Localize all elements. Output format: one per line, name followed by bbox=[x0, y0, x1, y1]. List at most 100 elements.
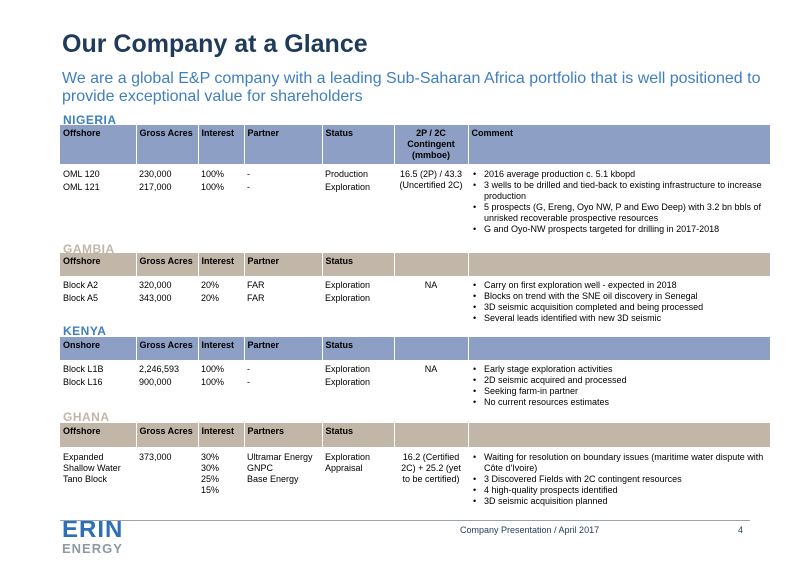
block-cell: Expanded Shallow Water Tano Block bbox=[60, 447, 136, 508]
interest-lines: 30% 30% 25% 15% bbox=[201, 452, 241, 496]
list-item: Blocks on trend with the SNE oil discove… bbox=[471, 291, 767, 302]
acres-cell: 900,000 bbox=[139, 377, 172, 387]
comment-list: Early stage exploration activities 2D se… bbox=[471, 364, 767, 408]
header-cell: Partner bbox=[244, 253, 323, 276]
partner-cell: FAR bbox=[247, 280, 265, 290]
interest-cell: 100% bbox=[201, 169, 225, 179]
interest-cell: 100% bbox=[201, 377, 225, 387]
table-row: Block A2 320,000 20% FAR Exploration NA … bbox=[60, 276, 770, 324]
interest-line: 30% bbox=[201, 452, 220, 462]
table-row: OML 121 217,000 100% - Exploration bbox=[60, 181, 770, 261]
list-item: Early stage exploration activities bbox=[471, 364, 767, 375]
status-cell: Exploration bbox=[325, 182, 371, 192]
header-cell: Offshore bbox=[60, 253, 137, 276]
status-lines: Exploration Appraisal bbox=[325, 452, 391, 474]
comment-list: Carry on first exploration well - expect… bbox=[471, 280, 767, 324]
block-cell: Block A2 bbox=[63, 280, 99, 290]
section-label-kenya: KENYA bbox=[63, 324, 107, 338]
acres-cell: 343,000 bbox=[139, 293, 172, 303]
logo-wordmark-bottom: ENERGY bbox=[62, 541, 123, 556]
partner-cell: FAR bbox=[247, 293, 265, 303]
header-cell: 2P / 2C Contingent (mmboe) bbox=[394, 125, 469, 164]
table-header-row: Offshore Gross Acres Interest Partners S… bbox=[60, 423, 770, 447]
table-row: Block L16 900,000 100% - Exploration bbox=[60, 376, 770, 412]
header-cell: Status bbox=[322, 337, 395, 360]
comment-cell: 2016 average production c. 5.1 kbopd 3 w… bbox=[468, 164, 770, 261]
table-row: Expanded Shallow Water Tano Block 373,00… bbox=[60, 447, 770, 508]
block-cell: Block L1B bbox=[63, 364, 104, 374]
section-label-nigeria: NIGERIA bbox=[63, 113, 117, 127]
partner-cell: Ultramar Energy GNPC Base Energy bbox=[244, 447, 322, 508]
header-cell: Offshore bbox=[60, 423, 137, 447]
gambia-table: Offshore Gross Acres Interest Partner St… bbox=[60, 253, 770, 328]
status-cell: Production bbox=[325, 169, 369, 179]
block-name-lines: Expanded Shallow Water Tano Block bbox=[63, 452, 133, 485]
list-item: 3D seismic acquisition completed and bei… bbox=[471, 302, 767, 313]
partner-line: GNPC bbox=[247, 463, 274, 473]
header-cell: Interest bbox=[198, 337, 245, 360]
slide-subtitle: We are a global E&P company with a leadi… bbox=[62, 70, 761, 105]
header-cell: Gross Acres bbox=[136, 337, 199, 360]
list-item: Seeking farm-in partner bbox=[471, 386, 767, 397]
header-cell: Status bbox=[322, 253, 395, 276]
partner-cell: - bbox=[247, 377, 250, 387]
comment-list: 2016 average production c. 5.1 kbopd 3 w… bbox=[471, 169, 767, 235]
header-cell: Gross Acres bbox=[136, 423, 199, 447]
block-name-line: Tano Block bbox=[63, 474, 108, 484]
header-cell bbox=[468, 253, 770, 276]
partner-cell: - bbox=[247, 182, 250, 192]
header-cell bbox=[394, 337, 469, 360]
header-cell: Status bbox=[322, 423, 395, 447]
interest-cell: 100% bbox=[201, 182, 225, 192]
status-line: Exploration bbox=[325, 452, 371, 462]
header-cell: Comment bbox=[468, 125, 770, 164]
kenya-table: Onshore Gross Acres Interest Partner Sta… bbox=[60, 337, 770, 412]
block-cell: Block L16 bbox=[63, 377, 103, 387]
ghana-table: Offshore Gross Acres Interest Partners S… bbox=[60, 423, 770, 508]
acres-cell: 230,000 bbox=[139, 169, 172, 179]
status-cell: Exploration bbox=[325, 377, 371, 387]
header-cell: Interest bbox=[198, 253, 245, 276]
table-header-row: Offshore Gross Acres Interest Partner St… bbox=[60, 253, 770, 276]
section-label-gambia: GAMBIA bbox=[63, 242, 115, 256]
block-cell: OML 121 bbox=[63, 182, 100, 192]
list-item: Carry on first exploration well - expect… bbox=[471, 280, 767, 291]
block-cell: Block A5 bbox=[63, 293, 99, 303]
header-cell: Gross Acres bbox=[136, 125, 199, 164]
list-item: 3 Discovered Fields with 2C contingent r… bbox=[471, 474, 767, 485]
status-line: Appraisal bbox=[325, 463, 363, 473]
header-cell: Partner bbox=[244, 337, 323, 360]
interest-line: 25% bbox=[201, 474, 220, 484]
acres-cell: 320,000 bbox=[139, 280, 172, 290]
table-row: Block L1B 2,246,593 100% - Exploration N… bbox=[60, 360, 770, 408]
comment-list: Waiting for resolution on boundary issue… bbox=[471, 452, 767, 507]
contingent-cell: 16.2 (Certified 2C) + 25.2 (yet to be ce… bbox=[401, 452, 461, 484]
table-row: OML 120 230,000 100% - Production 16.5 (… bbox=[60, 164, 770, 235]
erin-energy-logo: ERIN ENERGY bbox=[62, 518, 132, 558]
header-cell: Interest bbox=[198, 423, 245, 447]
block-name-line: Shallow Water bbox=[63, 463, 121, 473]
header-cell bbox=[468, 337, 770, 360]
list-item: 4 high-quality prospects identified bbox=[471, 485, 767, 496]
status-cell: Exploration bbox=[325, 293, 371, 303]
contingent-cell: NA bbox=[424, 364, 438, 374]
status-cell: Exploration Appraisal bbox=[322, 447, 394, 508]
partner-lines: Ultramar Energy GNPC Base Energy bbox=[247, 452, 319, 485]
block-name-line: Expanded bbox=[63, 452, 104, 462]
comment-cell: Carry on first exploration well - expect… bbox=[468, 276, 770, 328]
list-item: 2016 average production c. 5.1 kbopd bbox=[471, 169, 767, 180]
list-item: 5 prospects (G, Ereng, Oyo NW, P and Ewo… bbox=[471, 202, 767, 224]
header-cell: Onshore bbox=[60, 337, 137, 360]
interest-cell: 30% 30% 25% 15% bbox=[198, 447, 244, 508]
list-item: Waiting for resolution on boundary issue… bbox=[471, 452, 767, 474]
interest-line: 15% bbox=[201, 485, 220, 495]
page-number: 4 bbox=[738, 525, 744, 535]
list-item: G and Oyo-NW prospects targeted for dril… bbox=[471, 224, 767, 235]
list-item: 3 wells to be drilled and tied-back to e… bbox=[471, 180, 767, 202]
list-item: 3D seismic acquisition planned bbox=[471, 496, 767, 507]
footer-caption: Company Presentation / April 2017 bbox=[460, 525, 600, 535]
comment-cell: Early stage exploration activities 2D se… bbox=[468, 360, 770, 412]
header-cell: Status bbox=[322, 125, 395, 164]
list-item: 2D seismic acquired and processed bbox=[471, 375, 767, 386]
contingent-cell: 16.5 (2P) / 43.3 (Uncertified 2C) bbox=[399, 169, 463, 190]
